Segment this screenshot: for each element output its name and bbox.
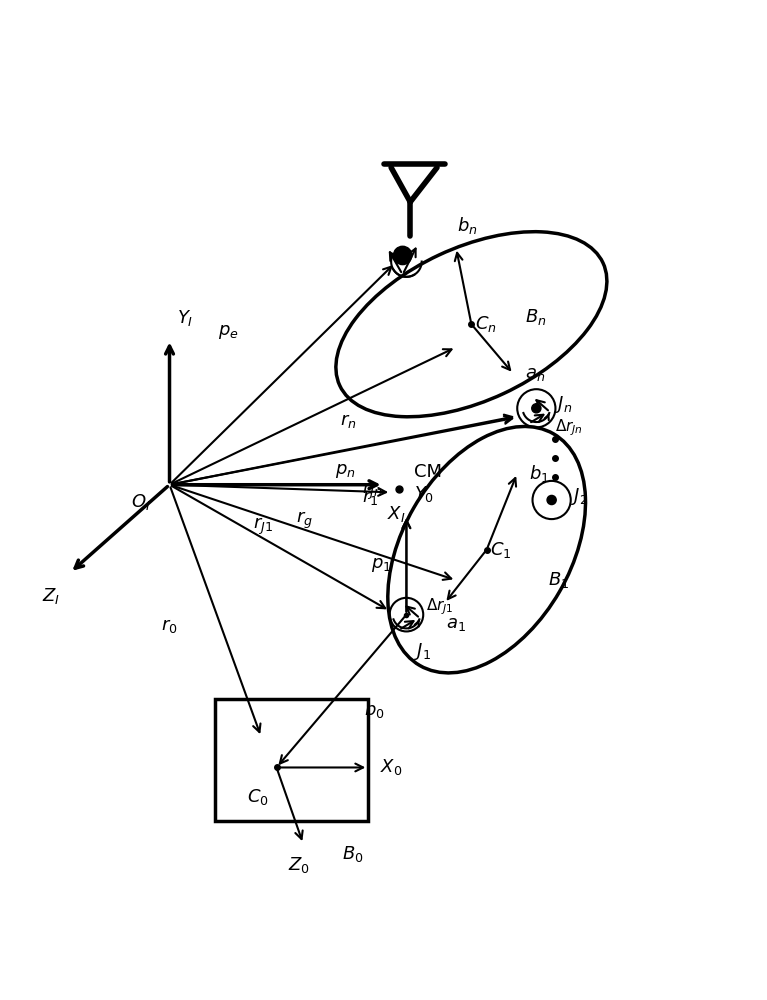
Text: $p_n$: $p_n$ xyxy=(335,462,356,480)
Text: $a_1$: $a_1$ xyxy=(446,615,466,633)
Text: $\Delta r_{J1}$: $\Delta r_{J1}$ xyxy=(426,597,453,617)
Text: $r_0$: $r_0$ xyxy=(160,617,177,635)
Text: $C_0$: $C_0$ xyxy=(247,787,269,807)
Text: $r_g$: $r_g$ xyxy=(295,510,312,531)
Text: $X_0$: $X_0$ xyxy=(380,757,402,777)
Circle shape xyxy=(532,404,541,413)
Text: $J_1$: $J_1$ xyxy=(414,641,431,662)
Text: $p_e$: $p_e$ xyxy=(219,323,239,341)
Text: $C_1$: $C_1$ xyxy=(490,540,512,560)
Circle shape xyxy=(393,246,412,265)
Text: $X_I$: $X_I$ xyxy=(387,504,406,524)
Text: $B_1$: $B_1$ xyxy=(548,570,569,590)
Text: $r_n$: $r_n$ xyxy=(340,412,356,430)
Text: CM: CM xyxy=(414,463,442,481)
Text: $Z_0$: $Z_0$ xyxy=(288,855,311,875)
Text: $Y_I$: $Y_I$ xyxy=(177,308,193,328)
Text: $b_0$: $b_0$ xyxy=(364,699,385,720)
Text: $C_n$: $C_n$ xyxy=(476,314,497,334)
Text: $a_n$: $a_n$ xyxy=(525,365,545,383)
Text: $B_n$: $B_n$ xyxy=(525,307,546,327)
Circle shape xyxy=(547,495,556,505)
Text: $O_I$: $O_I$ xyxy=(131,492,150,512)
Text: $r_1$: $r_1$ xyxy=(363,489,379,507)
Text: $p_1$: $p_1$ xyxy=(370,556,391,574)
Text: $J_2$: $J_2$ xyxy=(571,486,588,507)
Text: $Y_0$: $Y_0$ xyxy=(414,484,434,504)
Text: $B_0$: $B_0$ xyxy=(342,844,364,864)
Bar xyxy=(216,699,368,821)
Text: $r_{J1}$: $r_{J1}$ xyxy=(252,516,273,537)
Text: $\Delta r_{Jn}$: $\Delta r_{Jn}$ xyxy=(555,417,584,438)
Text: $Z_I$: $Z_I$ xyxy=(42,586,60,606)
Text: $b_1$: $b_1$ xyxy=(528,463,549,484)
Text: $J_n$: $J_n$ xyxy=(555,394,573,415)
Text: $b_n$: $b_n$ xyxy=(457,215,478,236)
Text: $r_{Jn}$: $r_{Jn}$ xyxy=(362,481,382,502)
